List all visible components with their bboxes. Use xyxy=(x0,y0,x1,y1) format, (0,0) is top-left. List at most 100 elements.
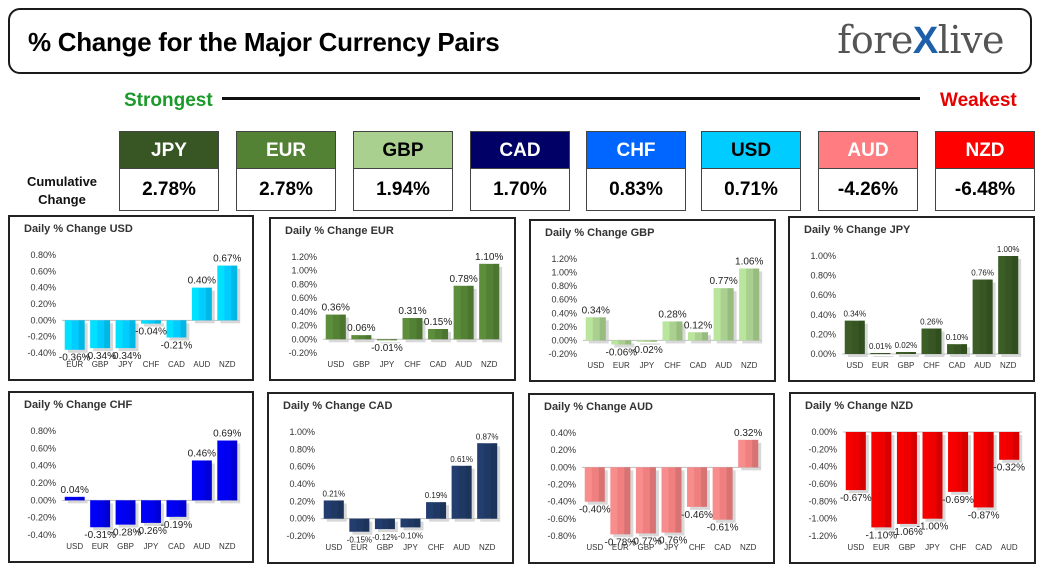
bar xyxy=(870,353,891,355)
strongest-label: Strongest xyxy=(124,90,213,111)
bar-shadow xyxy=(639,343,660,345)
cumulative-change-value: 1.94% xyxy=(353,169,453,211)
bar-shade xyxy=(936,432,943,519)
data-label: -0.34% xyxy=(84,351,116,362)
data-label: 0.06% xyxy=(347,323,375,334)
bar-highlight xyxy=(374,518,382,530)
bar-highlight xyxy=(402,318,410,340)
chart-svg: 0.00% 0.20% 0.40% 0.60% 0.80% 1.00% 0.34% USD 0.… xyxy=(810,245,1022,370)
bar-group xyxy=(428,329,452,343)
bar-highlight xyxy=(635,467,643,534)
y-tick-label: 1.00% xyxy=(289,427,315,437)
y-tick-label: 0.40% xyxy=(551,308,577,318)
x-tick-label: EUR xyxy=(873,543,890,552)
bar-shadow xyxy=(67,499,88,504)
bar-shade xyxy=(650,340,657,342)
y-tick-label: -0.20% xyxy=(547,480,576,490)
x-tick-label: CAD xyxy=(714,543,731,552)
bar-shade xyxy=(104,500,111,528)
data-label: -0.15% xyxy=(347,536,372,545)
bar-group xyxy=(477,443,501,522)
x-tick-label: JPY xyxy=(403,543,418,552)
y-tick-label: 1.00% xyxy=(551,268,577,278)
bar-highlight xyxy=(325,314,333,340)
bar-group xyxy=(712,467,736,523)
y-tick-label: 1.20% xyxy=(551,254,577,264)
data-label: 0.02% xyxy=(895,341,918,350)
x-tick-label: EUR xyxy=(351,543,368,552)
bar-highlight xyxy=(323,500,331,519)
x-tick-label: CHF xyxy=(428,543,445,552)
bar xyxy=(428,329,449,340)
bar-group xyxy=(738,439,762,471)
y-tick-label: -1.20% xyxy=(808,531,837,541)
data-label: 1.00% xyxy=(997,245,1020,254)
bar-group xyxy=(323,500,347,522)
data-label: -0.36% xyxy=(59,353,91,364)
x-tick-label: GBP xyxy=(898,543,915,552)
x-tick-label: CHF xyxy=(404,360,421,369)
currency-box-nzd: NZD -6.48% xyxy=(935,131,1035,211)
data-label: -0.40% xyxy=(579,505,611,516)
bar-shade xyxy=(442,329,449,340)
ranking-line xyxy=(222,97,920,100)
y-tick-label: -0.80% xyxy=(547,531,576,541)
x-tick-label: EUR xyxy=(613,361,630,370)
bar-group xyxy=(90,500,114,531)
bar-highlight xyxy=(662,321,670,341)
bar-group xyxy=(64,320,88,353)
bar-group xyxy=(166,320,190,341)
bar-shade xyxy=(467,285,474,340)
x-tick-label: EUR xyxy=(66,360,83,369)
data-label: 0.87% xyxy=(476,432,499,441)
x-tick-label: JPY xyxy=(144,542,159,551)
data-label: 0.26% xyxy=(920,318,943,327)
bar xyxy=(895,352,916,354)
y-tick-label: 0.80% xyxy=(810,271,836,281)
logo-fore: fore xyxy=(837,18,913,62)
y-tick-label: 0.60% xyxy=(291,293,317,303)
y-tick-label: -0.20% xyxy=(286,531,315,541)
bar-shade xyxy=(205,287,212,321)
x-tick-label: CAD xyxy=(975,543,992,552)
x-tick-label: CHF xyxy=(689,543,706,552)
x-tick-label: USD xyxy=(327,360,344,369)
x-tick-label: AUD xyxy=(193,360,210,369)
data-label: -0.61% xyxy=(707,523,739,534)
bar-highlight xyxy=(895,352,903,354)
bar-group xyxy=(374,518,398,533)
y-tick-label: -0.40% xyxy=(808,462,837,472)
data-label: 0.34% xyxy=(582,305,610,316)
chart-panel-3: Daily % Change GBP -0.20% 0.00% 0.20% 0.40% 0… xyxy=(529,219,776,382)
x-tick-label: AUD xyxy=(455,360,472,369)
bar-group xyxy=(972,279,996,357)
bar-group xyxy=(688,332,712,344)
chart-svg: -0.40% -0.20% 0.00% 0.20% 0.40% 0.60% 0.80% -0.… xyxy=(27,250,241,369)
y-tick-label: -0.20% xyxy=(808,444,837,454)
x-tick-label: AUD xyxy=(1001,543,1018,552)
data-label: 0.77% xyxy=(709,276,737,287)
cumulative-label-line1: Cumulative xyxy=(26,174,98,189)
y-tick-label: -0.60% xyxy=(808,479,837,489)
bar-shade xyxy=(1013,432,1020,460)
y-tick-label: -1.00% xyxy=(808,514,837,524)
y-tick-label: 0.00% xyxy=(551,335,577,345)
data-label: 0.19% xyxy=(425,491,448,500)
bar-shadow xyxy=(898,355,919,357)
bar-highlight xyxy=(712,467,720,520)
y-tick-label: 0.20% xyxy=(30,478,56,488)
data-label: 0.28% xyxy=(658,309,686,320)
data-label: -0.19% xyxy=(161,520,193,531)
bar-shade xyxy=(363,518,370,532)
bar-shade xyxy=(414,518,421,528)
bar-shade xyxy=(365,335,372,340)
y-tick-label: 0.40% xyxy=(550,428,576,438)
chart-svg: -0.20% 0.00% 0.20% 0.40% 0.60% 0.80% 1.00% 0.21… xyxy=(286,427,501,552)
data-label: 0.78% xyxy=(449,274,477,285)
bar-highlight xyxy=(738,439,746,468)
currency-box-chf: CHF 0.83% xyxy=(586,131,686,211)
bar-group xyxy=(948,432,972,495)
y-tick-label: 0.20% xyxy=(551,322,577,332)
bar-highlight xyxy=(611,340,619,345)
data-label: 0.01% xyxy=(869,342,892,351)
